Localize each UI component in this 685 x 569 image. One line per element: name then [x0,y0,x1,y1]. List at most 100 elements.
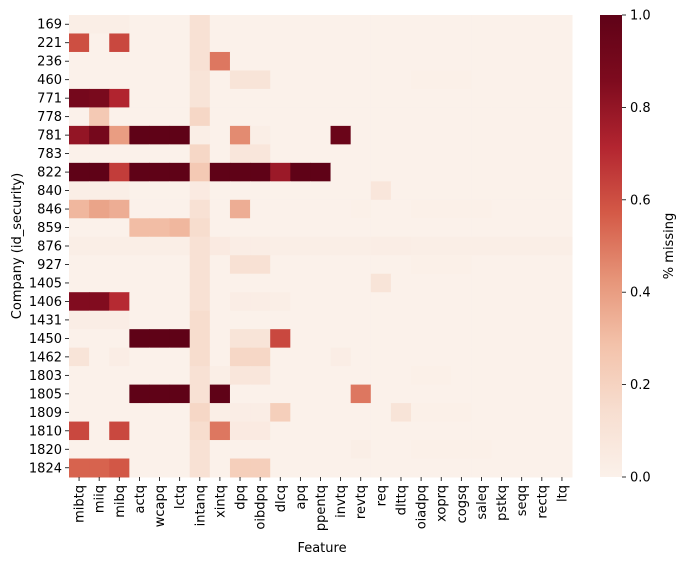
heatmap-cell [129,329,150,349]
heatmap-cell [129,218,150,238]
y-tick-label: 781 [37,129,62,144]
heatmap-cell [270,384,291,404]
heatmap-cell [531,218,553,238]
heatmap-cell [69,51,90,71]
heatmap-cell [511,236,533,256]
heatmap-cell [350,107,372,127]
heatmap-cell [229,162,251,182]
heatmap-cell [109,384,130,404]
heatmap-cell [229,107,251,127]
heatmap-cell [390,421,412,441]
heatmap-cell [129,292,150,312]
heatmap-cell [109,366,130,386]
heatmap-cell [350,292,372,312]
heatmap-cell [69,273,90,293]
heatmap-cell [370,421,392,441]
heatmap-cell [290,107,311,127]
heatmap-cell [411,384,432,404]
heatmap-cell [270,181,291,201]
heatmap-cell [270,310,291,330]
heatmap-cell [350,88,372,108]
heatmap-cell [350,199,372,219]
heatmap-cell [270,292,291,312]
heatmap-cell [109,88,130,108]
y-tick-label: 1405 [29,276,62,291]
y-tick-label: 169 [37,18,62,33]
heatmap-cell [290,218,311,238]
x-tick-label: dlttq [394,485,409,515]
heatmap-cell [169,70,191,90]
heatmap-cell [229,51,251,71]
heatmap-cell [169,255,191,275]
heatmap-cell [551,236,573,256]
heatmap-cell [471,51,493,71]
heatmap-cell [169,347,191,367]
heatmap-cell [390,236,412,256]
heatmap-cell [189,88,211,108]
heatmap-cell [69,403,90,423]
heatmap-cell [531,440,553,460]
x-tick-label: ppentq [314,485,329,531]
heatmap-cell [471,440,493,460]
heatmap-cell [310,366,332,386]
heatmap-cell [109,107,130,127]
heatmap-cell [89,51,110,71]
heatmap-cell [551,107,573,127]
heatmap-cell [451,403,472,423]
heatmap-cell [109,273,130,293]
y-tick-label: 1450 [29,332,62,347]
heatmap-cell [229,33,251,53]
heatmap-cell [330,403,352,423]
heatmap-cell [330,181,352,201]
y-tick-label: 822 [37,166,62,181]
heatmap-cell [551,162,573,182]
heatmap-cell [471,15,493,34]
heatmap-cell [149,15,171,34]
y-tick-label: 1462 [29,350,62,365]
heatmap-cell [169,458,191,478]
heatmap-cell [189,347,211,367]
heatmap-cell [290,310,311,330]
heatmap-cell [330,218,352,238]
heatmap-cell [451,440,472,460]
heatmap-cell [69,199,90,219]
heatmap-cell [169,273,191,293]
heatmap-cell [229,88,251,108]
y-tick-label: 1805 [29,387,62,402]
y-axis: 169 221 236 460 771 778 781 783 822 840 846 859 876 9… [29,18,69,476]
heatmap-cell [390,125,412,145]
heatmap-cell [189,292,211,312]
heatmap-cell [411,421,432,441]
heatmap-cell [330,458,352,478]
heatmap-cell [250,70,271,90]
heatmap-cell [330,70,352,90]
heatmap-cell [290,70,311,90]
heatmap-cell [551,310,573,330]
heatmap-cell [310,107,332,127]
heatmap-cell [89,366,110,386]
heatmap-cell [551,218,573,238]
x-tick-label: dlcq [274,485,289,512]
heatmap-cell [129,366,150,386]
heatmap-cell [270,440,291,460]
heatmap-cell [250,107,271,127]
heatmap-cell [471,384,493,404]
heatmap-cell [471,144,493,164]
heatmap-cell [310,125,332,145]
heatmap-cell [69,218,90,238]
colorbar-gradient [600,15,622,477]
heatmap-cell [411,144,432,164]
heatmap-cell [89,15,110,34]
heatmap-cell [109,181,130,201]
heatmap-cell [129,144,150,164]
heatmap-cell [290,440,311,460]
heatmap-cell [551,70,573,90]
heatmap-cell [250,88,271,108]
heatmap-cell [109,15,130,34]
heatmap-cell [169,440,191,460]
heatmap-cell [310,440,332,460]
heatmap-cell [330,273,352,293]
heatmap-cell [471,255,493,275]
heatmap-cell [270,51,291,71]
heatmap-cells [69,15,573,478]
